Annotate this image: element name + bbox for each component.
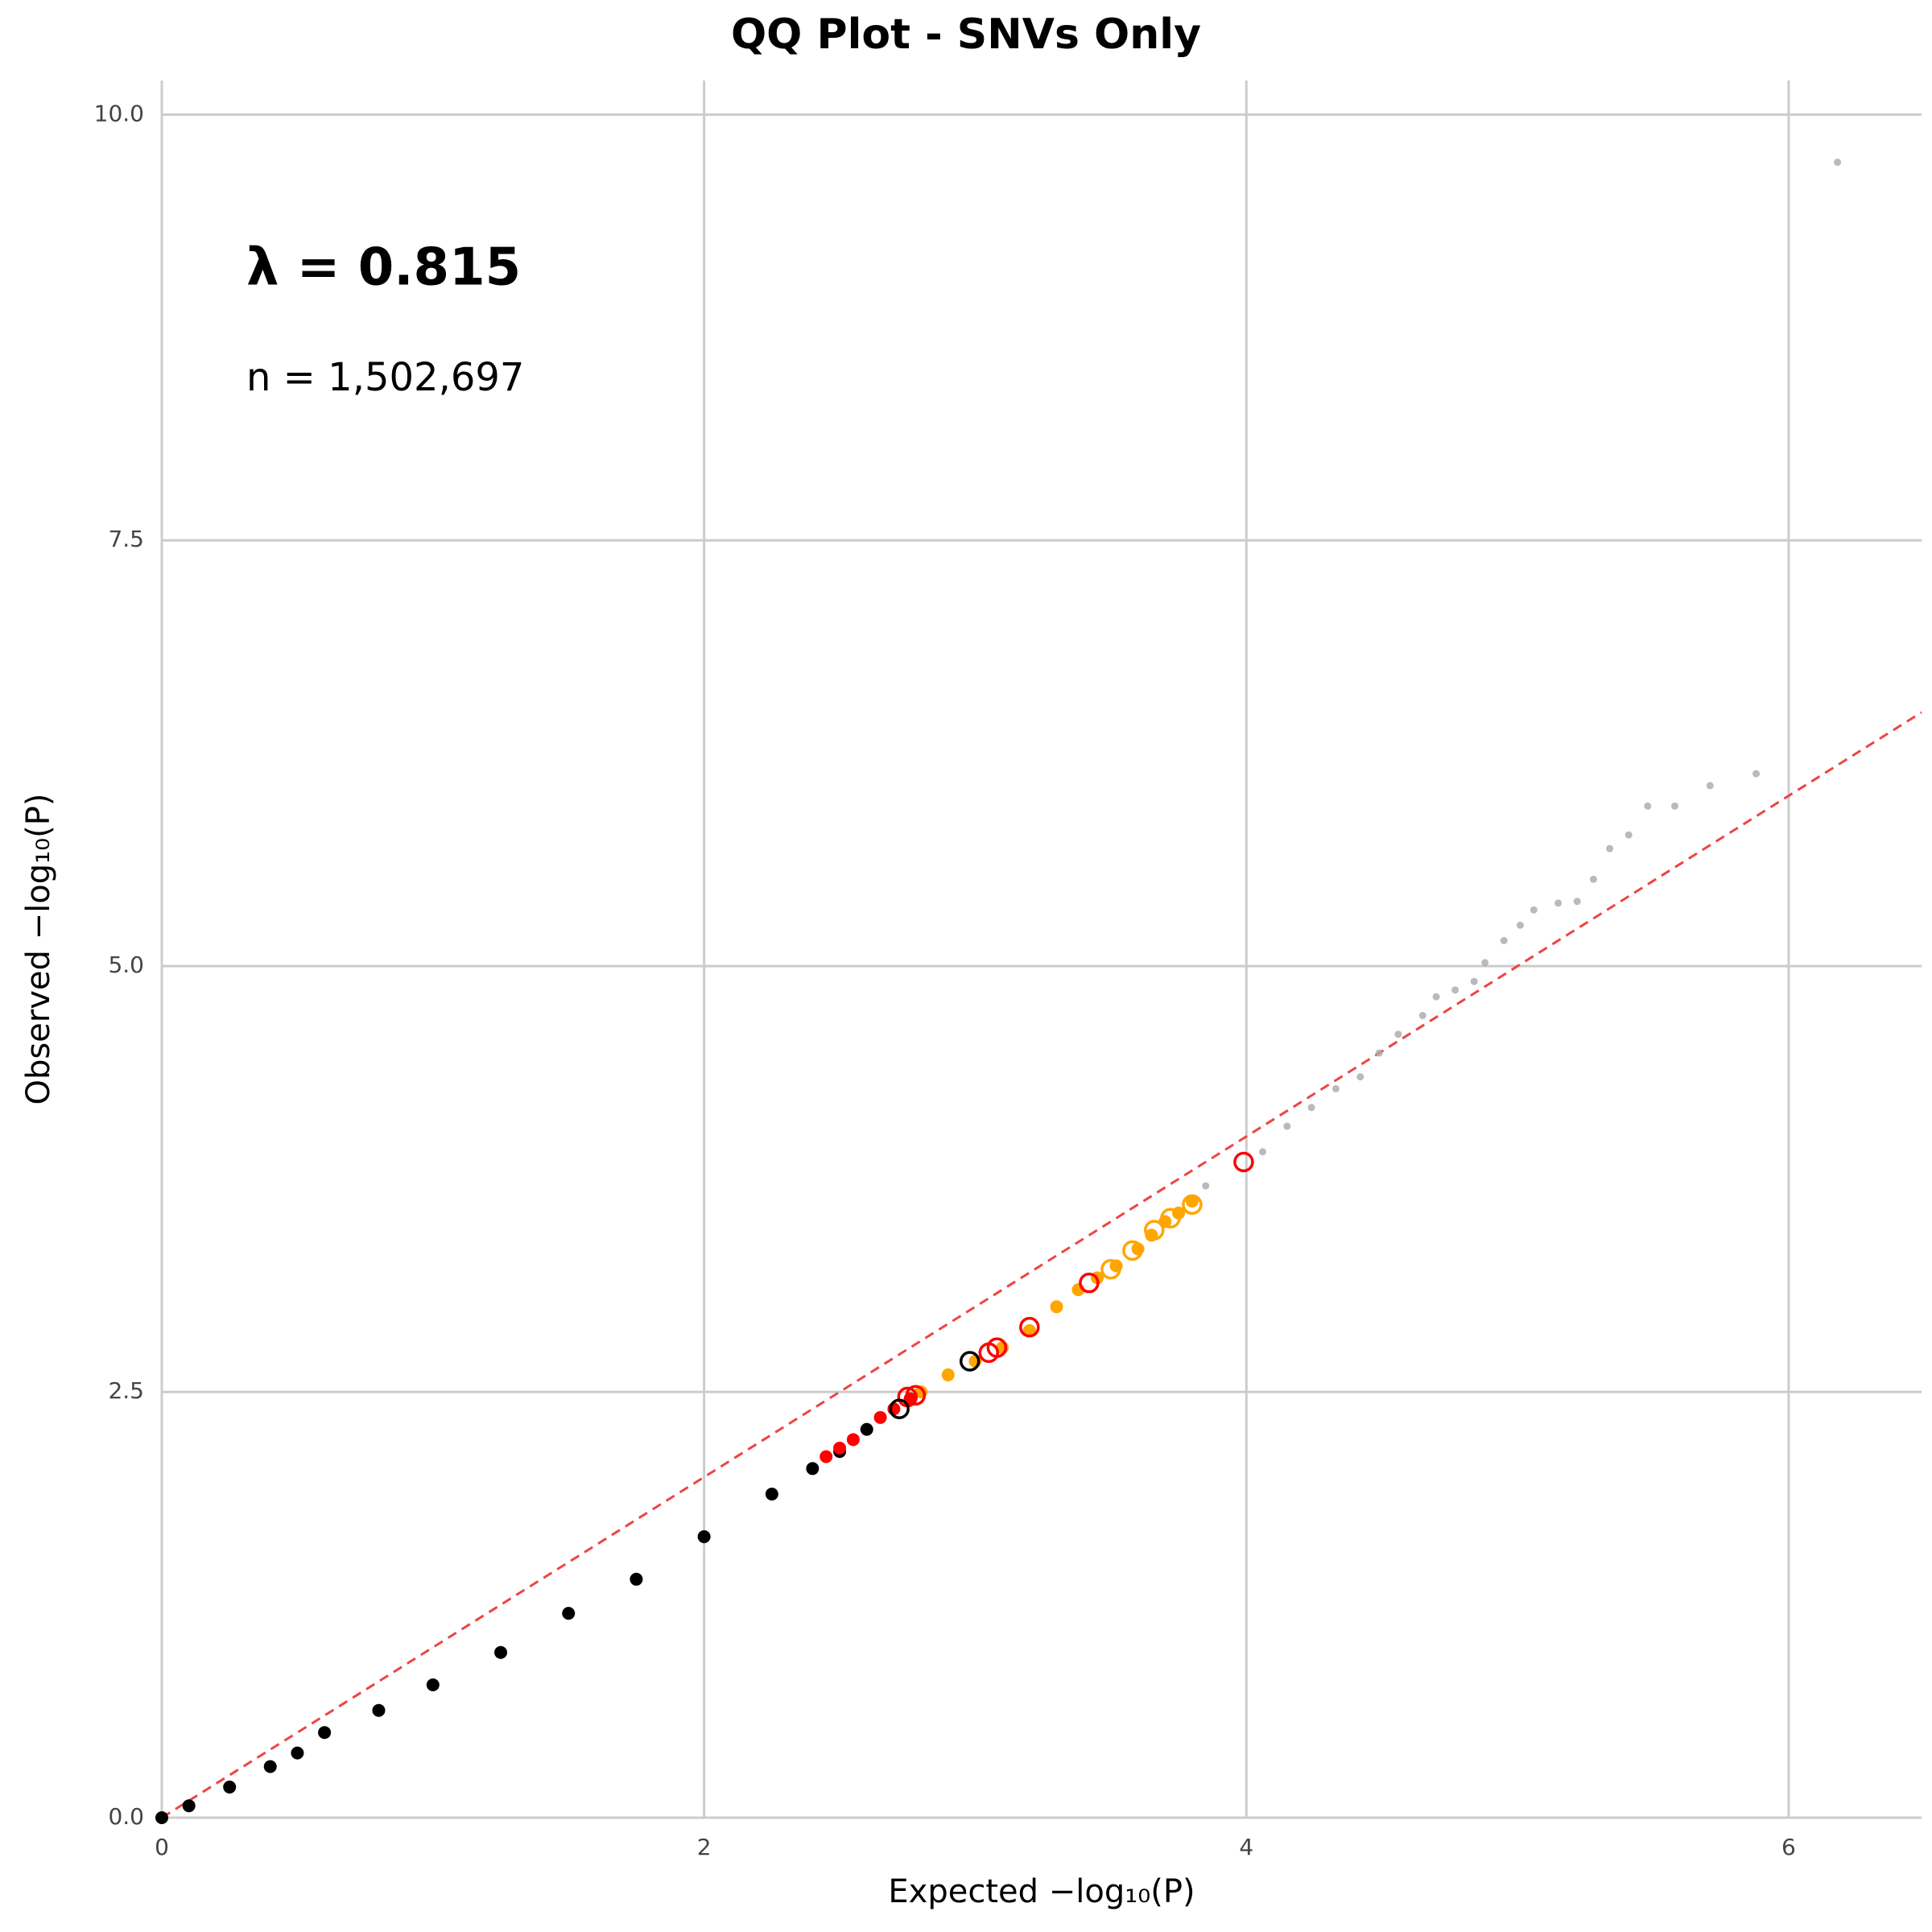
data-point [1573,898,1581,906]
data-point [1022,1323,1036,1337]
data-point [1283,1122,1291,1130]
data-point [1259,1148,1267,1156]
data-point [846,1433,860,1447]
data-point [806,1462,819,1476]
data-point [1516,921,1524,929]
data-point [1481,959,1489,967]
data-point [494,1645,508,1659]
data-point [1233,1151,1254,1173]
reference-line [161,711,1922,1819]
data-point [1356,1073,1364,1081]
data-point [833,1441,847,1455]
chart-title: QQ Plot - SNVs Only [731,10,1201,59]
data-point [1182,1194,1203,1216]
x-axis-label: Expected −log₁₀(P) [888,1873,1195,1910]
x-tick-label: 0 [155,1834,169,1860]
data-point [1144,1220,1165,1241]
data-point [889,1398,910,1419]
n-annotation: n = 1,502,697 [246,355,524,400]
data-point [1375,1049,1383,1057]
data-point [1122,1240,1143,1261]
data-point [1019,1316,1040,1338]
data-point [941,1368,955,1381]
data-point [1752,770,1761,778]
data-point [697,1530,711,1543]
data-point [1160,1208,1181,1229]
data-point [291,1746,304,1760]
data-point [1418,1012,1426,1020]
data-point [1834,159,1842,167]
y-tick-label: 5.0 [108,952,144,978]
data-point [986,1337,1008,1358]
data-point [1624,831,1633,839]
data-point [819,1450,833,1463]
data-point [1050,1300,1063,1314]
data-point [630,1572,643,1586]
data-point [959,1351,980,1372]
y-axis-label: Observed −log₁₀(P) [20,793,57,1104]
data-point [1451,986,1459,994]
data-point [223,1780,237,1794]
data-point [1470,977,1478,985]
data-point [372,1703,386,1717]
data-point [1670,802,1678,810]
data-point [1500,936,1508,944]
data-point [873,1410,887,1424]
y-tick-label: 0.0 [108,1803,144,1830]
data-point [1554,899,1563,907]
data-point [765,1488,778,1501]
y-tick-label: 10.0 [94,100,144,126]
data-point [1185,1195,1199,1208]
y-tick-label: 2.5 [108,1377,144,1404]
data-point [860,1422,873,1436]
data-point [1307,1104,1315,1112]
data-point [1644,802,1652,810]
data-point [1331,1084,1340,1092]
data-point [1432,993,1440,1001]
data-point [426,1678,440,1691]
data-point [562,1607,576,1620]
data-point [905,1385,927,1406]
y-tick-label: 7.5 [108,526,144,552]
x-tick-label: 6 [1781,1834,1796,1860]
data-point [1100,1258,1121,1280]
data-point [1589,875,1597,883]
data-point [318,1726,332,1740]
data-point [1606,844,1614,852]
x-tick-label: 2 [697,1834,712,1860]
lambda-annotation: λ = 0.815 [246,238,521,298]
data-point [263,1760,277,1773]
data-point [182,1799,196,1813]
data-point [1202,1182,1210,1190]
data-point [1079,1272,1100,1294]
x-tick-label: 4 [1239,1834,1253,1860]
data-point [1394,1030,1402,1038]
data-point [155,1811,168,1824]
data-point [1706,782,1714,790]
data-point [1530,906,1538,914]
